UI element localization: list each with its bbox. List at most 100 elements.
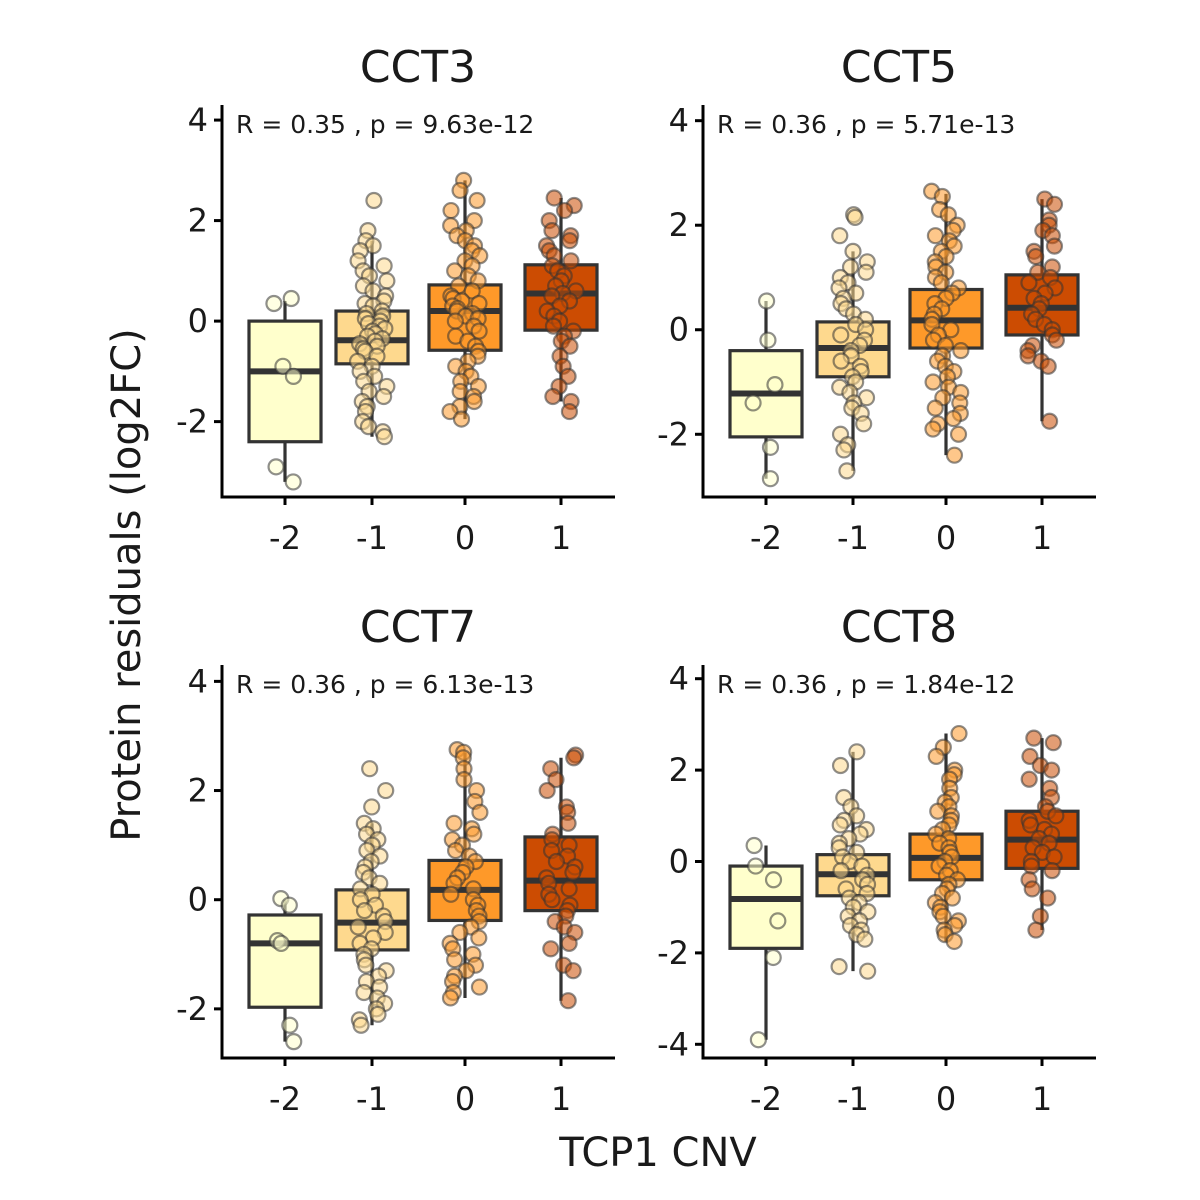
data-point: [365, 191, 383, 210]
data-point: [375, 428, 393, 446]
data-point: [761, 438, 780, 456]
data-point: [838, 462, 856, 480]
data-point: [945, 446, 964, 464]
data-point: [274, 357, 292, 375]
y-tick-label: -2: [176, 403, 208, 441]
box-group-cnv-0: [908, 724, 984, 951]
data-point: [285, 1033, 303, 1051]
data-point: [284, 367, 303, 385]
data-point: [545, 189, 563, 207]
data-point: [1027, 921, 1045, 939]
data-point: [832, 862, 850, 880]
data-point: [924, 373, 942, 391]
data-point: [446, 312, 464, 330]
box-group-cnv-0: [427, 741, 503, 1007]
panel-title: CCT7: [360, 602, 476, 653]
x-tick-label: 0: [936, 519, 956, 557]
data-point: [747, 857, 765, 875]
data-point: [465, 392, 483, 411]
data-point: [561, 337, 579, 355]
data-point: [832, 352, 850, 370]
data-point: [1047, 331, 1065, 349]
data-point: [832, 326, 850, 344]
x-tick-label: 1: [1032, 519, 1052, 557]
data-point: [764, 948, 782, 967]
data-point: [470, 929, 488, 947]
data-point: [465, 825, 483, 843]
data-point: [369, 1005, 387, 1023]
data-point: [468, 191, 486, 210]
data-point: [1044, 734, 1062, 752]
data-point: [544, 387, 562, 406]
data-point: [1045, 195, 1064, 213]
x-tick-label: -1: [356, 1080, 388, 1118]
data-point: [451, 923, 469, 942]
data-point: [744, 394, 762, 412]
correlation-annotation: R = 0.36 , p = 1.84e-12: [717, 670, 1015, 699]
data-point: [1047, 807, 1065, 825]
data-point: [831, 756, 850, 775]
data-point: [561, 232, 579, 250]
data-point: [1027, 247, 1045, 266]
data-point: [856, 930, 874, 948]
data-point: [281, 1016, 299, 1034]
data-point: [451, 181, 469, 200]
data-point: [1040, 412, 1059, 430]
y-tick-label: 4: [188, 662, 208, 700]
panel-title: CCT5: [841, 42, 957, 93]
data-point: [452, 410, 471, 428]
x-tick-label: -1: [837, 1080, 869, 1118]
data-point: [831, 816, 849, 834]
data-point: [543, 891, 561, 909]
x-tick-label: -2: [269, 1080, 301, 1118]
data-point: [1021, 816, 1040, 834]
data-point: [363, 798, 381, 816]
data-point: [1042, 761, 1061, 779]
panel-title: CCT3: [360, 42, 476, 93]
data-point: [375, 257, 393, 275]
x-tick-label: 1: [551, 519, 571, 557]
y-tick-label: -2: [657, 415, 689, 453]
box-group-cnv-0: [427, 171, 503, 428]
data-point: [361, 760, 379, 778]
data-point: [857, 263, 875, 281]
data-point: [442, 885, 460, 903]
data-point: [470, 978, 489, 996]
box-group-cnv-1: [523, 746, 599, 1010]
data-point: [855, 415, 873, 433]
data-point: [564, 962, 582, 980]
data-point: [759, 331, 777, 349]
data-point: [844, 242, 862, 260]
data-point: [445, 814, 463, 832]
data-point: [272, 934, 290, 952]
data-point: [560, 880, 578, 898]
x-tick-label: 1: [1032, 1080, 1052, 1118]
data-point: [542, 940, 560, 958]
data-point: [471, 803, 489, 821]
data-point: [357, 956, 375, 974]
y-tick-label: 2: [188, 202, 208, 240]
data-point: [835, 441, 853, 459]
data-point: [745, 836, 763, 855]
data-point: [442, 201, 460, 220]
data-point: [1039, 357, 1057, 375]
box-group-cnv--2: [247, 289, 323, 491]
panel-cct8: CCT8 4 2 0 -2 -4 -2 -1 0 1 R = 0.36 , p = 1.84e-12: [657, 602, 1096, 1118]
data-point: [1020, 770, 1038, 788]
box-group-cnv--1: [334, 191, 410, 446]
data-point: [758, 292, 776, 310]
data-point: [560, 934, 578, 952]
data-point: [1020, 274, 1038, 292]
data-point: [926, 399, 944, 417]
box-group-cnv-1: [1004, 729, 1080, 939]
data-point: [943, 889, 961, 907]
data-point: [749, 1031, 767, 1049]
y-tick-label: -2: [176, 990, 208, 1028]
x-tick-label: -1: [837, 519, 869, 557]
data-point: [359, 418, 378, 436]
x-tick-label: -2: [750, 519, 782, 557]
y-tick-label: 0: [188, 302, 208, 340]
